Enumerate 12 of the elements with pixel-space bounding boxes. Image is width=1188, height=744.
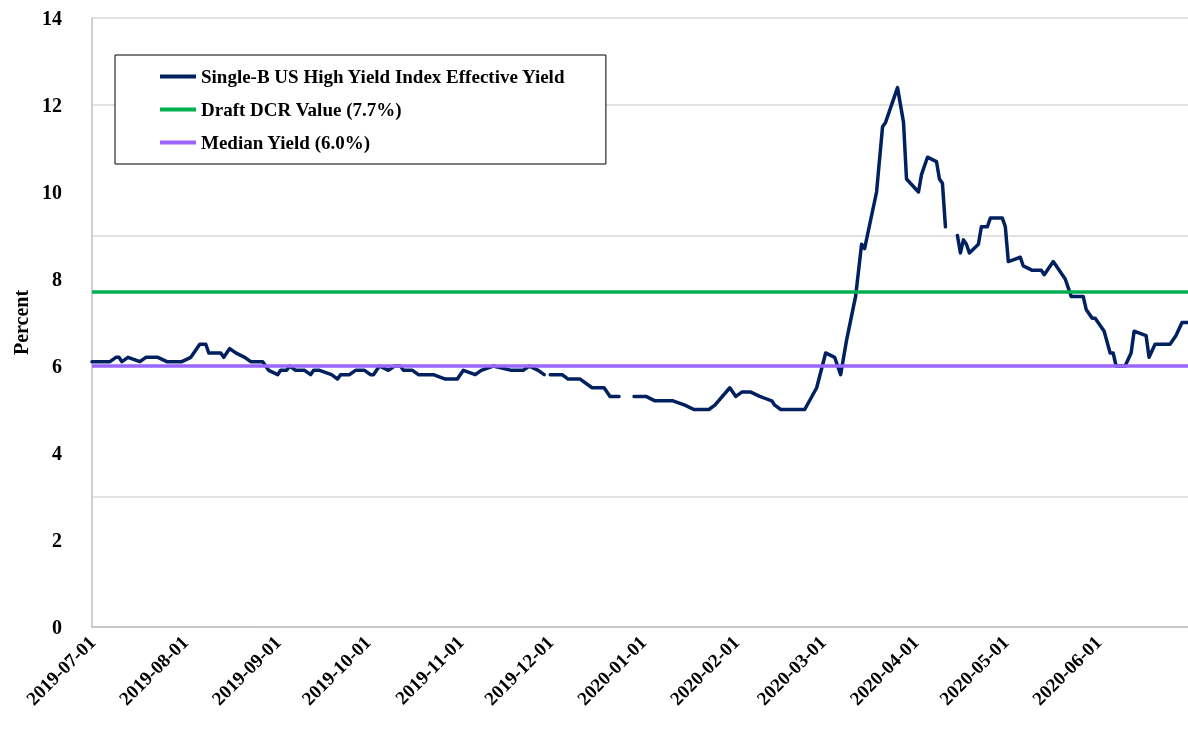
y-tick-label: 2 xyxy=(52,529,62,551)
y-tick-label: 4 xyxy=(52,442,62,464)
y-axis-title: Percent xyxy=(10,289,33,356)
y-tick-label: 8 xyxy=(52,268,62,290)
y-tick-label: 10 xyxy=(42,181,62,203)
y-tick-label: 0 xyxy=(52,616,62,638)
y-tick-label: 6 xyxy=(52,355,62,377)
y-tick-label: 12 xyxy=(42,94,62,116)
legend-label: Median Yield (6.0%) xyxy=(201,132,371,154)
legend-label: Single-B US High Yield Index Effective Yield xyxy=(201,66,565,87)
legend-label: Draft DCR Value (7.7%) xyxy=(201,99,402,121)
y-tick-label: 14 xyxy=(42,7,62,29)
